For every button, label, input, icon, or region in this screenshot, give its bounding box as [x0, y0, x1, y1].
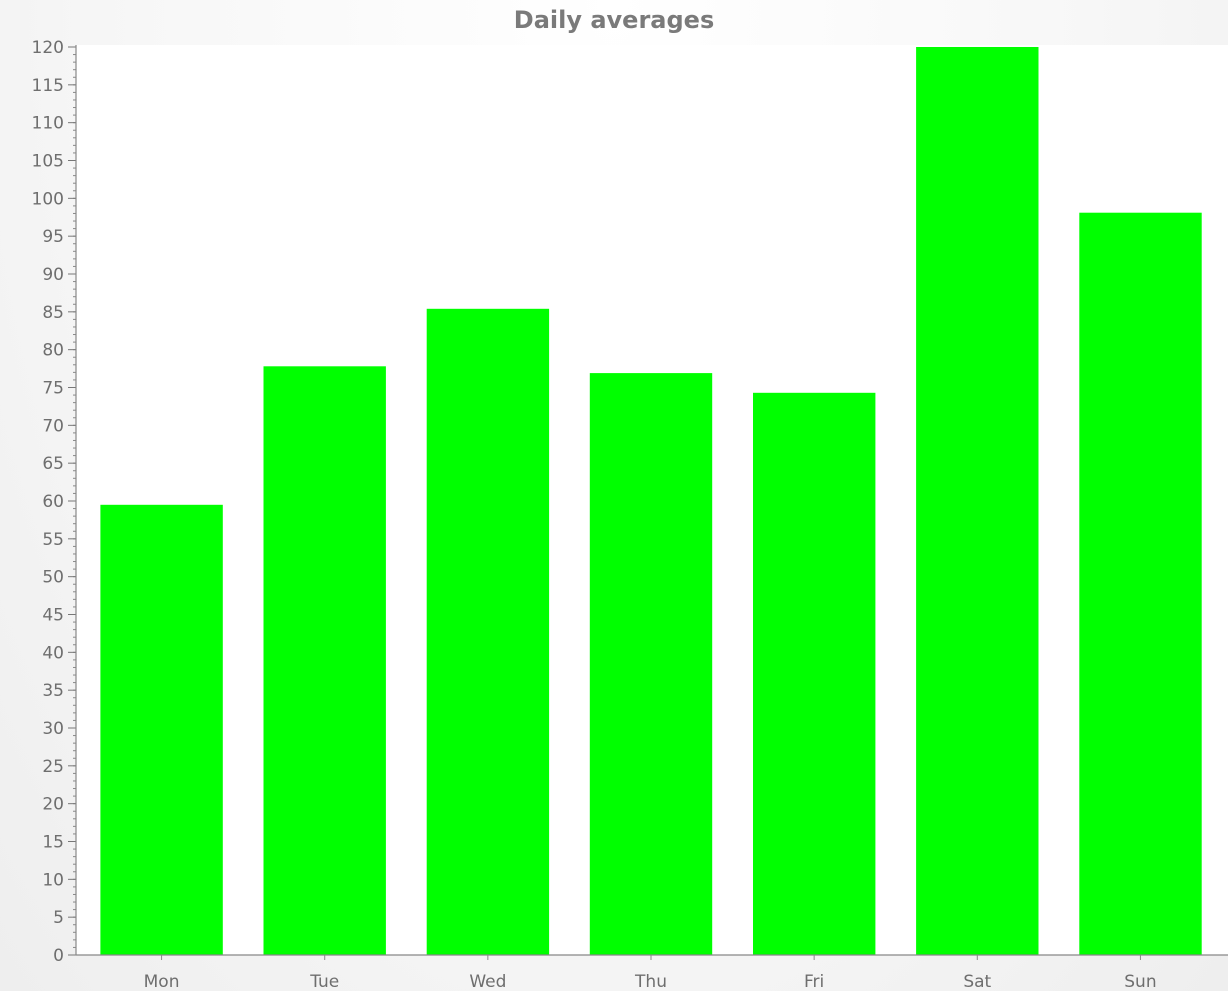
y-tick-label: 120 [32, 38, 64, 58]
x-tick-label: Fri [804, 972, 824, 991]
y-tick-label: 5 [53, 908, 64, 928]
y-tick-label: 40 [42, 643, 64, 663]
y-tick-label: 90 [42, 265, 64, 285]
bar-sat [916, 47, 1039, 955]
y-tick-label: 10 [42, 870, 64, 890]
chart-title: Daily averages [513, 6, 715, 34]
y-tick-label: 70 [42, 416, 64, 436]
bar-tue [263, 366, 386, 955]
y-tick-label: 15 [42, 833, 64, 853]
y-tick-label: 100 [32, 189, 64, 209]
y-tick-label: 80 [42, 341, 64, 361]
y-tick-label: 60 [42, 492, 64, 512]
x-tick-label: Tue [309, 972, 339, 991]
y-tick-label: 65 [42, 454, 64, 474]
y-tick-label: 30 [42, 719, 64, 739]
x-tick-label: Sat [963, 972, 991, 991]
x-tick-label: Thu [634, 972, 667, 991]
y-tick-label: 75 [42, 379, 64, 399]
y-tick-label: 95 [42, 227, 64, 247]
bar-thu [589, 373, 713, 956]
x-tick-label: Mon [144, 972, 180, 991]
y-tick-label: 105 [32, 152, 64, 172]
bar-wed [426, 308, 550, 955]
y-tick-label: 20 [42, 795, 64, 815]
bar-sun [1079, 212, 1202, 955]
y-tick-label: 35 [42, 681, 64, 701]
x-tick-label: Wed [469, 972, 506, 991]
y-tick-label: 55 [42, 530, 64, 550]
y-tick-label: 110 [32, 114, 64, 134]
y-tick-label: 0 [53, 946, 64, 966]
bar-mon [100, 504, 223, 955]
bar-fri [753, 392, 876, 955]
x-tick-label: Sun [1124, 972, 1156, 991]
y-tick-label: 45 [42, 606, 64, 626]
y-tick-label: 50 [42, 568, 64, 588]
y-tick-label: 25 [42, 757, 64, 777]
y-tick-label: 85 [42, 303, 64, 323]
y-tick-label: 115 [32, 76, 64, 96]
